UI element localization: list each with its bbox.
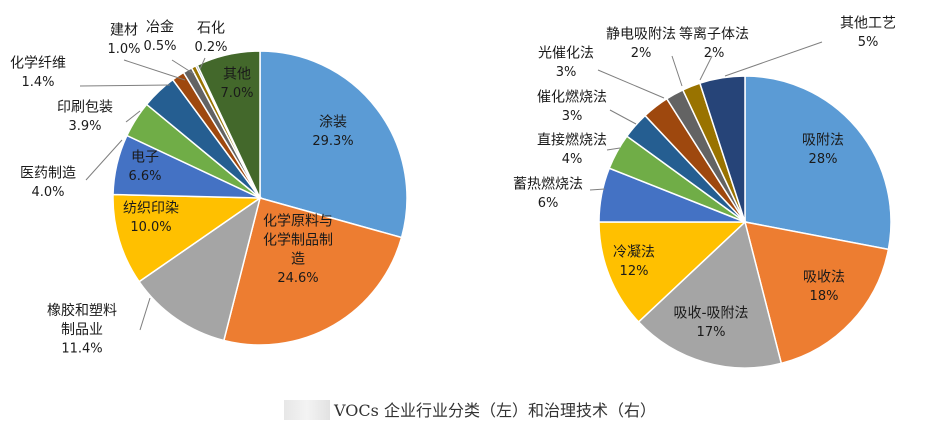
pie-industry-classification: 涂装 29.3% 化学原料与化学制品制造 24.6% 橡胶和塑料制品业 11.4% 纺织印染…	[10, 20, 408, 357]
slice-label-0-4: 电子 6.6%	[128, 150, 161, 185]
leader-line-0-8	[123, 59, 186, 81]
slice-label-0-6: 印刷包装 3.9%	[57, 100, 113, 135]
pie-treatment-technology: 吸附法 28% 吸收法 18% 吸收-吸附法 17% 冷凝法 12% 蓄热燃烧法 6% 直接燃烧法 4…	[513, 16, 896, 369]
leader-line-0-7	[79, 84, 171, 87]
pie-slice-1-1	[743, 221, 890, 365]
leader-line-1-7	[597, 69, 665, 99]
leader-line-1-10	[724, 41, 823, 77]
blurred-watermark	[284, 400, 331, 420]
pie-slice-0-0	[259, 50, 408, 239]
leader-line-0-6	[125, 110, 141, 123]
slice-label-0-7: 化学纤维 1.4%	[10, 56, 66, 91]
leader-line-0-5	[85, 139, 123, 181]
slice-label-1-0: 吸附法 28%	[802, 133, 844, 168]
slice-label-0-1: 化学原料与化学制品制造 24.6%	[263, 214, 333, 287]
slice-label-1-10: 其他工艺 5%	[840, 16, 896, 51]
slice-label-1-3: 冷凝法 12%	[613, 245, 655, 280]
leader-line-0-10	[199, 57, 206, 70]
leader-line-1-6	[609, 109, 637, 125]
slice-label-0-2: 橡胶和塑料制品业 11.4%	[47, 302, 117, 357]
figure-caption: VOCs 企业行业分类（左）和治理技术（右）	[0, 397, 940, 421]
leader-line-0-2	[139, 297, 151, 331]
slice-label-0-3: 纺织印染 10.0%	[123, 201, 179, 236]
slice-label-0-10: 石化 0.2%	[194, 21, 227, 56]
pie-slice-0-2	[138, 196, 262, 342]
slice-label-0-11: 其他 7.0%	[220, 67, 253, 102]
slice-label-0-9: 冶金 0.5%	[143, 20, 176, 55]
pie-slice-0-1	[222, 197, 403, 346]
slice-label-0-0: 涂装 29.3%	[312, 115, 353, 150]
leader-line-1-9	[699, 55, 713, 81]
pie-slice-1-0	[744, 75, 892, 251]
slice-label-1-6: 催化燃烧法 3%	[537, 89, 607, 125]
caption-text: VOCs 企业行业分类（左）和治理技术（右）	[334, 401, 656, 420]
slice-label-0-8: 建材 1.0%	[107, 23, 140, 58]
slice-label-1-1: 吸收法 18%	[803, 270, 845, 305]
leader-line-1-4	[589, 188, 606, 191]
slice-label-1-2: 吸收-吸附法 17%	[673, 306, 748, 341]
pie-slice-0-3	[112, 193, 263, 283]
slice-label-1-7: 光催化法 3%	[538, 46, 594, 81]
pie-slice-1-2	[637, 220, 783, 369]
slice-label-1-4: 蓄热燃烧法 6%	[513, 176, 583, 212]
leader-line-1-5	[606, 147, 621, 151]
slice-label-1-5: 直接燃烧法 4%	[537, 132, 607, 168]
pie-slice-1-3	[598, 221, 747, 324]
slice-label-0-5: 医药制造 4.0%	[20, 166, 76, 201]
pie-slice-0-11	[196, 50, 261, 199]
leader-line-1-8	[671, 55, 683, 87]
pie-slice-1-10	[698, 75, 746, 223]
slice-label-1-8: 静电吸附法 2%	[606, 27, 676, 62]
leader-line-0-9	[171, 59, 195, 75]
slice-label-1-9: 等离子体法 2%	[679, 26, 749, 62]
